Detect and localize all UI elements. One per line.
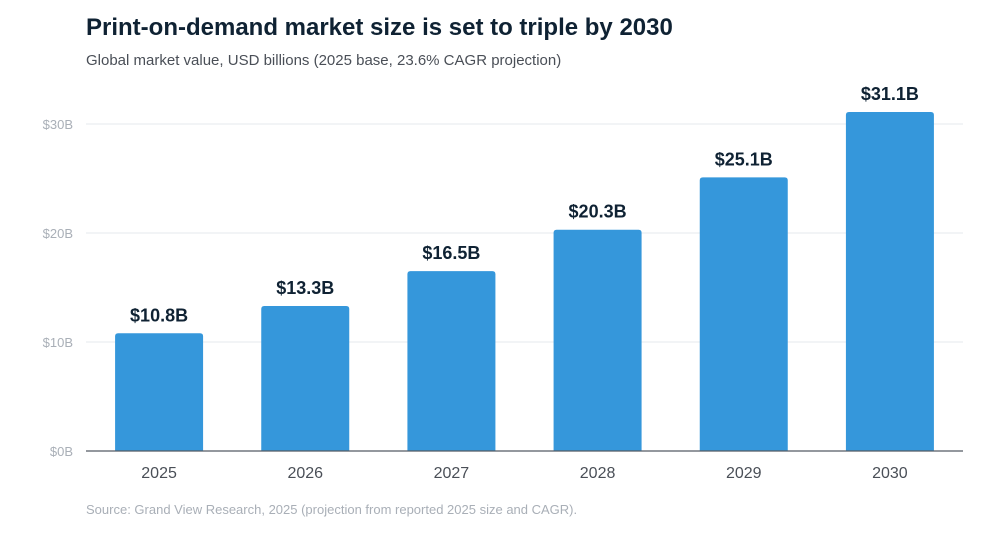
- value-labels: $10.8B $13.3B $16.5B $20.3B $25.1B $31.1B: [130, 84, 919, 325]
- value-label-2025: $10.8B: [130, 305, 188, 325]
- y-tick-label: $0B: [50, 444, 73, 459]
- gridlines: [86, 123, 963, 343]
- bar-2026: [261, 306, 350, 451]
- value-label-2030: $31.1B: [861, 84, 919, 104]
- y-tick-label: $30B: [43, 117, 73, 132]
- y-tick-label: $10B: [43, 335, 73, 350]
- bar-2025: [115, 333, 204, 451]
- x-tick-label: 2028: [580, 465, 616, 482]
- value-label-2027: $16.5B: [422, 243, 480, 263]
- y-axis-ticks: $0B $10B $20B $30B: [43, 117, 73, 459]
- bar-2030: [845, 112, 934, 451]
- bar-2027: [407, 271, 496, 451]
- bars: [115, 112, 934, 451]
- source-note: Source: Grand View Research, 2025 (proje…: [86, 502, 578, 517]
- value-label-2029: $25.1B: [715, 149, 773, 169]
- value-label-2028: $20.3B: [569, 202, 627, 222]
- chart-title: Print-on-demand market size is set to tr…: [86, 14, 673, 41]
- bar-2029: [699, 177, 788, 451]
- y-tick-label: $20B: [43, 226, 73, 241]
- x-axis-ticks: 2025 2026 2027 2028 2029 2030: [141, 465, 908, 482]
- x-tick-label: 2026: [287, 465, 323, 482]
- bar-2028: [553, 229, 642, 451]
- x-tick-label: 2029: [726, 465, 762, 482]
- x-tick-label: 2025: [141, 465, 177, 482]
- chart-subtitle: Global market value, USD billions (2025 …: [86, 52, 562, 69]
- x-tick-label: 2027: [434, 465, 470, 482]
- value-label-2026: $13.3B: [276, 278, 334, 298]
- x-tick-label: 2030: [872, 465, 908, 482]
